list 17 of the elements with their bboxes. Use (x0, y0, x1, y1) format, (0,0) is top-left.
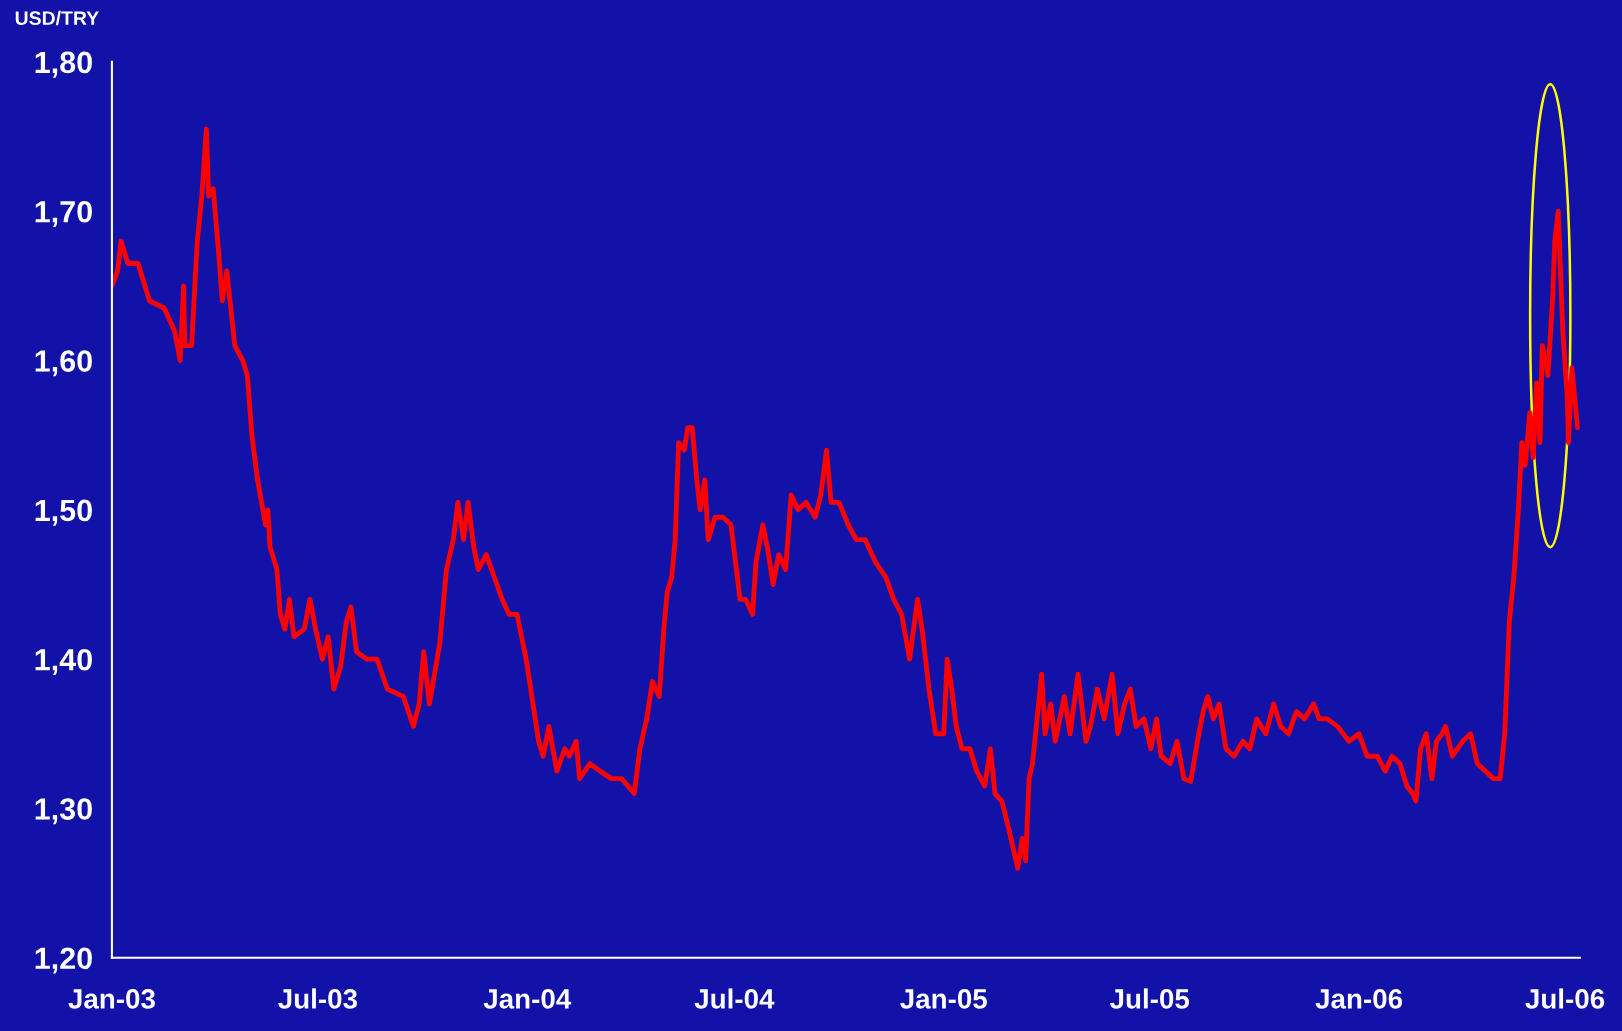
x-tick-label: Jan-04 (483, 989, 572, 1009)
x-tick-label: Jan-06 (1315, 989, 1403, 1009)
x-tick-label: Jul-04 (694, 988, 775, 1009)
line-series (111, 126, 1580, 871)
y-tick-label: 1,20 (35, 947, 92, 974)
y-axis-title: USD/TRY (15, 10, 99, 26)
x-tick-label: Jan-03 (68, 989, 155, 1009)
y-tick-label: 1,60 (35, 350, 92, 377)
x-tick-label: Jul-06 (1525, 988, 1605, 1009)
y-tick-label: 1,80 (35, 51, 92, 78)
x-tick-label: Jan-05 (900, 989, 987, 1009)
y-tick-label: 1,30 (35, 798, 92, 825)
x-tick-label: Jul-03 (278, 988, 358, 1009)
y-tick-label: 1,40 (35, 648, 92, 675)
y-tick-label: 1,70 (35, 200, 92, 227)
x-tick-label: Jul-05 (1109, 988, 1190, 1009)
y-tick-label: 1,50 (35, 499, 92, 526)
